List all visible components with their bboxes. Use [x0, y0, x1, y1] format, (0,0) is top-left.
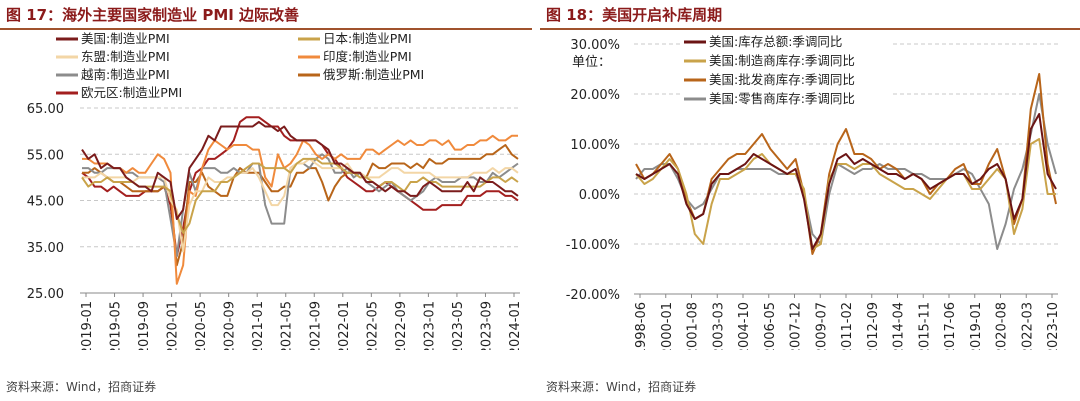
right-x-tick-label: 2001-08: [686, 302, 701, 350]
left-legend-label: 欧元区:制造业PMI: [81, 85, 182, 100]
left-legend-bg: [294, 50, 484, 65]
right-legend-bg: [680, 35, 890, 50]
right-x-tick-label: 2019-01: [969, 302, 984, 350]
left-x-tick-label: 2019-09: [137, 301, 152, 350]
left-y-tick-label: 25.00: [27, 287, 64, 302]
right-x-tick-label: 1998-06: [634, 302, 649, 350]
left-x-tick-label: 2020-01: [166, 301, 181, 350]
right-y-tick-label: 30.00%: [570, 38, 620, 53]
right-x-tick-label: 2017-06: [943, 302, 958, 350]
right-series-lines: [635, 73, 1057, 255]
right-x-tick-label: 2006-05: [763, 302, 778, 350]
right-legend-label: 美国:制造商库存:季调同比: [709, 53, 855, 68]
right-y-tick-label: -10.00%: [566, 238, 620, 253]
left-x-tick-label: 2020-09: [223, 301, 238, 350]
left-legend-label: 越南:制造业PMI: [81, 67, 170, 82]
left-legend-bg: [52, 50, 202, 65]
right-x-tick-label: 2003-03: [711, 302, 726, 350]
right-series-line: [635, 113, 1057, 250]
right-x-tick-label: 2012-09: [866, 302, 881, 350]
left-x-tick-label: 2022-05: [365, 301, 380, 350]
right-y-axis: 30.00% 20.00% 10.00% 0.00% -10.00% -20.00%: [566, 38, 620, 303]
right-x-axis: 1998-06 2000-01 2001-08 2003-03 2004-10 2006-…: [634, 293, 1061, 350]
left-x-tick-label: 2021-05: [280, 301, 295, 350]
left-x-tick-label: 2019-05: [109, 301, 124, 350]
right-series-line: [635, 93, 1057, 250]
right-x-tick-label: 2004-10: [737, 302, 752, 350]
right-unit-label: 单位：: [572, 55, 611, 70]
right-x-tick-label: 2014-04: [892, 302, 907, 350]
left-x-tick-label: 2021-01: [251, 301, 266, 350]
right-x-tick-label: 2023-10: [1046, 302, 1061, 350]
left-chart: 65.00 55.00 45.00 35.00 25.00 2019-01 2019-05…: [27, 31, 523, 350]
right-y-tick-label: 0.00%: [579, 188, 620, 203]
left-x-tick-label: 2023-09: [479, 301, 494, 350]
left-x-tick-label: 2020-05: [194, 301, 209, 350]
left-series-line: [82, 134, 518, 285]
right-y-tick-label: 20.00%: [570, 88, 620, 103]
left-series-line: [82, 157, 519, 253]
right-legend-bg: [680, 73, 890, 88]
right-x-tick-label: 2020-08: [995, 302, 1010, 350]
left-legend-label: 美国:制造业PMI: [81, 31, 170, 46]
left-legend-bg: [294, 32, 484, 47]
left-legend-label: 俄罗斯:制造业PMI: [323, 67, 424, 82]
right-y-tick-label: 10.00%: [570, 138, 620, 153]
right-x-tick-label: 2011-02: [840, 302, 855, 350]
right-legend-label: 美国:库存总额:季调同比: [709, 34, 842, 49]
left-series-line: [81, 120, 519, 220]
left-x-tick-label: 2021-09: [308, 301, 323, 350]
right-legend: 美国:库存总额:季调同比美国:制造商库存:季调同比美国:批发商库存:季调同比美国…: [680, 34, 890, 107]
left-series-line: [82, 144, 519, 267]
right-series-line: [635, 138, 1056, 250]
left-chart-panel: 图 17：海外主要国家制造业 PMI 边际改善 65.00 55.00 45.00 3…: [0, 0, 532, 401]
right-x-tick-label: 2000-01: [660, 302, 675, 350]
right-title-rule: [540, 28, 1080, 30]
right-source: 资料来源：Wind，招商证券: [546, 380, 697, 394]
right-legend-label: 美国:批发商库存:季调同比: [709, 72, 855, 87]
left-x-tick-label: 2022-01: [337, 301, 352, 350]
left-x-tick-label: 2023-05: [451, 301, 466, 350]
right-legend-label: 美国:零售商库存:季调同比: [709, 91, 855, 106]
left-legend-label: 东盟:制造业PMI: [81, 49, 170, 64]
left-legend-label: 日本:制造业PMI: [323, 31, 412, 46]
left-y-tick-label: 65.00: [27, 102, 64, 117]
left-x-tick-label: 2022-09: [394, 301, 409, 350]
left-y-tick-label: 45.00: [27, 195, 64, 210]
left-y-axis: 65.00 55.00 45.00 35.00 25.00: [27, 102, 64, 302]
left-x-axis: 2019-01 2019-05 2019-09 2020-01 2020-05 2020-…: [80, 292, 523, 350]
left-source: 资料来源：Wind，招商证券: [6, 380, 157, 394]
left-x-tick-label: 2024-01: [508, 301, 523, 350]
right-legend-bg: [680, 54, 890, 69]
right-legend-bg: [680, 92, 890, 107]
left-y-tick-label: 35.00: [27, 241, 64, 256]
right-x-tick-label: 2007-12: [789, 302, 804, 350]
left-series-lines: [81, 116, 519, 285]
left-gridlines: [80, 107, 520, 294]
right-x-tick-label: 2009-07: [814, 302, 829, 350]
right-y-tick-label: -20.00%: [566, 288, 620, 303]
left-y-tick-label: 55.00: [27, 148, 64, 163]
left-series-line: [81, 157, 519, 234]
left-legend-bg: [52, 68, 202, 83]
right-chart: 30.00% 20.00% 10.00% 0.00% -10.00% -20.00% 19…: [566, 34, 1061, 350]
right-x-tick-label: 2022-03: [1020, 302, 1035, 350]
left-x-tick-label: 2019-01: [80, 301, 95, 350]
left-legend-bg: [52, 32, 202, 47]
left-legend: 美国:制造业PMI 日本:制造业PMI 东盟:制造业PMI 印度:制造业PMI 越南:制…: [52, 31, 504, 101]
left-legend-bg: [52, 86, 224, 101]
right-chart-panel: 图 18：美国开启补库周期 30.00% 20.00% 10.00% 0.00% -10…: [540, 0, 1080, 401]
left-title-rule: [0, 28, 532, 30]
left-x-tick-label: 2023-01: [422, 301, 437, 350]
left-legend-label: 印度:制造业PMI: [323, 49, 412, 64]
right-x-tick-label: 2015-11: [917, 302, 932, 350]
left-chart-title: 图 17：海外主要国家制造业 PMI 边际改善: [6, 6, 300, 24]
right-chart-title: 图 18：美国开启补库周期: [546, 6, 723, 24]
left-legend-bg: [294, 68, 504, 83]
